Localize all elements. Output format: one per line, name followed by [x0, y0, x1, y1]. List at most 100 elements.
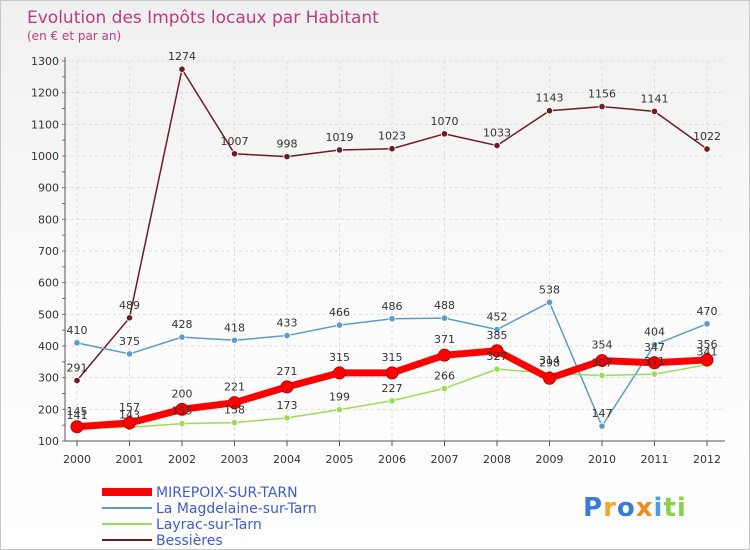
series-point — [228, 396, 241, 410]
x-tick-label: 2000 — [63, 453, 91, 466]
data-label: 143 — [119, 408, 140, 421]
data-label: 199 — [329, 391, 350, 404]
data-label: 356 — [697, 338, 718, 351]
series-point — [385, 366, 399, 380]
data-label: 375 — [119, 335, 140, 348]
data-label: 173 — [277, 399, 298, 412]
series-point — [595, 354, 609, 368]
series-point — [123, 416, 136, 430]
series-point — [333, 366, 346, 380]
series-point — [440, 384, 449, 393]
data-label: 1022 — [693, 130, 721, 143]
series-point — [388, 315, 396, 323]
y-tick-label: 1300 — [31, 55, 59, 68]
y-tick-label: 1000 — [31, 150, 59, 163]
y-tick-label: 800 — [38, 213, 59, 226]
series-point — [598, 103, 606, 111]
series-point — [178, 65, 186, 73]
legend-label: La Magdelaine-sur-Tarn — [156, 501, 317, 517]
data-label: 145 — [67, 405, 88, 418]
data-label: 418 — [224, 321, 245, 334]
data-label: 298 — [539, 356, 560, 369]
series-point — [440, 314, 449, 322]
series-point — [440, 130, 449, 138]
series-point — [175, 402, 189, 416]
x-tick-label: 2007 — [431, 453, 459, 466]
x-tick-label: 2006 — [378, 453, 406, 466]
data-label: 489 — [119, 299, 140, 312]
data-label: 428 — [172, 318, 193, 331]
data-label: 1023 — [378, 130, 406, 143]
y-tick-label: 400 — [38, 340, 59, 353]
x-tick-label: 2010 — [588, 453, 616, 466]
series-point — [335, 406, 344, 414]
series-point — [70, 420, 84, 434]
series-point — [283, 153, 291, 161]
x-tick-label: 2011 — [641, 453, 669, 466]
data-label: 266 — [434, 369, 455, 382]
data-label: 141 — [67, 409, 88, 422]
x-tick-label: 2002 — [168, 453, 196, 466]
series-point — [230, 336, 239, 344]
data-label: 488 — [434, 299, 455, 312]
series-point — [650, 341, 659, 349]
grid — [65, 60, 725, 442]
y-tick-label: 500 — [38, 308, 59, 321]
y-tick-label: 300 — [38, 372, 59, 385]
series-point — [490, 344, 504, 358]
series-point — [283, 414, 291, 422]
data-label: 157 — [119, 401, 140, 414]
series-point — [545, 107, 554, 115]
data-label: 315 — [382, 351, 403, 364]
data-labels: 291 489 1274 1007 998 1019 1023 1070 1033 1143 115… — [67, 50, 722, 422]
data-label: 410 — [67, 324, 88, 337]
data-label: 433 — [277, 317, 298, 330]
data-label: 470 — [697, 305, 718, 318]
series-point — [280, 380, 294, 394]
series-point — [543, 371, 556, 385]
series-point — [335, 321, 344, 329]
series-point — [493, 365, 501, 373]
data-label: 1141 — [641, 92, 669, 105]
data-label: 314 — [539, 354, 560, 367]
series-point — [388, 145, 396, 153]
data-label: 347 — [644, 341, 665, 354]
x-tick-label: 2009 — [536, 453, 564, 466]
data-label: 1143 — [536, 92, 564, 105]
data-label: 271 — [277, 365, 298, 378]
series-point — [283, 331, 291, 340]
series-point — [178, 333, 186, 341]
data-label: 371 — [434, 333, 455, 346]
data-label: 1070 — [431, 115, 459, 128]
data-label: 385 — [487, 329, 508, 342]
axes: 100 200 300 400 500 600 700 800 900 1000 1100 1200 1… — [31, 55, 725, 466]
series-point — [545, 298, 554, 306]
proxiti-logo: Proxiti — [583, 493, 687, 523]
data-label: 327 — [487, 350, 508, 363]
data-label: 341 — [697, 346, 718, 359]
data-label: 486 — [382, 300, 403, 313]
series-point — [438, 348, 451, 362]
data-label: 307 — [592, 356, 613, 369]
data-label: 291 — [67, 362, 88, 375]
data-label: 538 — [539, 283, 560, 296]
series-point — [703, 320, 711, 328]
data-label: 227 — [382, 382, 403, 395]
data-label: 998 — [277, 138, 298, 151]
data-label: 1007 — [221, 135, 249, 148]
data-label: 147 — [592, 407, 613, 420]
x-tick-label: 2005 — [326, 453, 354, 466]
legend-label: Layrac-sur-Tarn — [156, 517, 262, 533]
logo-text: Proxiti — [583, 493, 687, 523]
data-label: 452 — [487, 311, 508, 324]
data-label: 1019 — [326, 131, 354, 144]
series-point — [178, 419, 186, 428]
series-point — [335, 146, 344, 154]
x-tick-label: 2012 — [693, 453, 721, 466]
x-tick-label: 2001 — [116, 453, 144, 466]
y-tick-label: 700 — [38, 245, 59, 258]
series-point — [125, 350, 134, 358]
data-label: 311 — [644, 355, 665, 368]
